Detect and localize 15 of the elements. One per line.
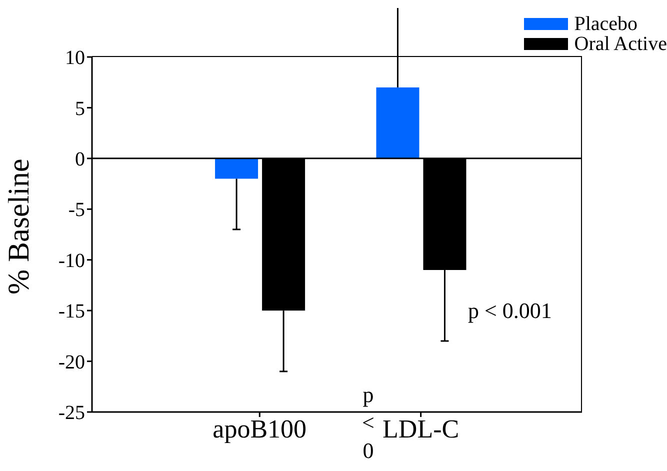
y-tick-label: -5: [68, 199, 85, 222]
y-tick-label: -20: [58, 351, 85, 374]
x-tick-label: apoB100: [212, 414, 307, 444]
y-tick-label: -10: [58, 250, 85, 272]
y-tick-label: -15: [58, 300, 85, 323]
y-tick-label: 10: [65, 47, 85, 70]
y-tick-label: 0: [75, 148, 85, 171]
x-tick-label: LDL-C: [382, 414, 460, 444]
annotation: p < 0: [362, 381, 374, 465]
annotation: p < 0.001: [468, 298, 552, 324]
legend-label: Oral Active: [574, 33, 667, 55]
y-tick-label: -25: [58, 402, 85, 424]
legend-label: Placebo: [574, 13, 638, 35]
y-axis-title: % Baseline: [2, 158, 36, 294]
y-tick-label: 5: [75, 98, 85, 120]
